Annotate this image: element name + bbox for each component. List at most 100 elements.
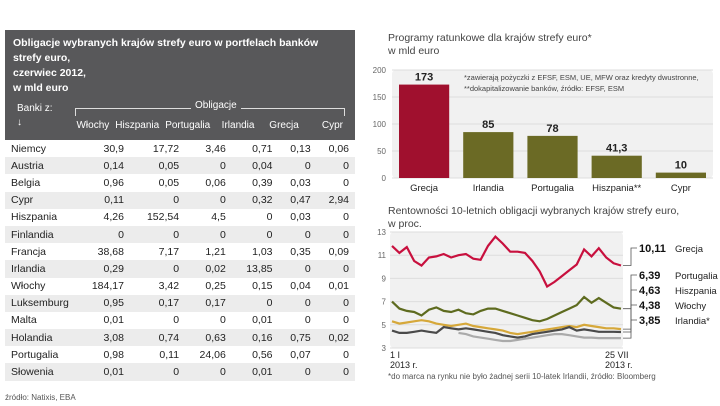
table-cell: 30,9: [103, 142, 124, 155]
table-cell: 0: [129, 225, 186, 244]
table-cell: 7,17: [158, 245, 180, 258]
column-header-3: Irlandia: [221, 120, 255, 131]
series-line: [391, 234, 622, 289]
table-cell: 3,42: [158, 280, 180, 293]
x-tick-label: 1 I: [390, 350, 400, 360]
table-cell: 0: [316, 260, 355, 278]
table-cell: 0,16: [231, 329, 279, 347]
table-cell: 0,56: [252, 348, 273, 361]
table-cell: 0: [231, 225, 279, 244]
leader-line: [623, 247, 637, 266]
row-label: Belgia: [11, 176, 41, 189]
x-tick-label: 25 VII: [605, 350, 629, 360]
y-tick-label: 9: [382, 274, 387, 283]
table-cell: 0: [74, 225, 130, 244]
table-cell: 0: [316, 294, 355, 312]
y-tick-label: 150: [373, 93, 387, 102]
table-row: Włochy 184,17 3,42 0,25 0,15 0,04 0,01: [5, 278, 355, 295]
x-tick-label: 2013 r.: [605, 360, 633, 370]
table-title-line-2: czerwiec 2012,: [13, 67, 86, 79]
leader-line: [623, 319, 637, 339]
bar: [399, 84, 450, 178]
table-cell: 13,85: [231, 260, 279, 278]
table-cell: 0: [278, 294, 317, 312]
table-row: Finlandia 0 0 0 0 0 0: [5, 225, 355, 244]
table-cell: 0,04: [231, 157, 279, 175]
y-tick-label: 3: [382, 344, 387, 353]
table-row: Słowenia 0,01 0 0 0,01 0 0: [5, 363, 355, 381]
table-cell: 0: [185, 225, 232, 244]
table-cell: 0,11: [159, 348, 180, 361]
table-cell: 0: [266, 211, 273, 224]
table-cell: 0,11: [74, 191, 130, 209]
category-label: Irlandia: [473, 183, 505, 194]
table-cell: 0,02: [316, 329, 355, 347]
series-last-value: 4,63: [639, 285, 660, 297]
row-label: Portugalia: [11, 348, 59, 361]
column-labels: Włochy Hiszpania Portugalia Irlandia Grecja C…: [71, 120, 349, 131]
row-label: Włochy: [11, 280, 46, 293]
table-cell: 0: [219, 314, 226, 327]
bar-chart: 0 50 100 150 200 173 Grecja 85 Irlandia 78 Portuga…: [373, 66, 713, 194]
row-label: Słowenia: [5, 363, 75, 381]
table-row: Cypr 0,11 0 0 0,32 0,47 2,94: [5, 191, 355, 209]
leader-line: [623, 304, 637, 333]
row-label: Luksemburg: [5, 294, 75, 312]
table-cell: 0,15: [252, 280, 273, 293]
bar-value-label: 41,3: [606, 143, 627, 155]
table-cell: 0,09: [328, 245, 349, 258]
table-cell: 0,01: [231, 363, 279, 381]
table-cell: 0: [129, 260, 186, 278]
table-cell: 0,01: [103, 314, 124, 327]
table-cell: 24,06: [199, 348, 226, 361]
series-last-value: 6,39: [639, 270, 660, 282]
table-cell: 0,01: [328, 280, 349, 293]
y-tick-label: 50: [377, 147, 386, 156]
table-cell: 0,25: [205, 280, 226, 293]
table-cell: 0: [278, 157, 317, 175]
table-cell: 0: [316, 157, 355, 175]
line-chart-title: Rentowności 10-letnich obligacji wybrany…: [388, 205, 679, 231]
row-label: Holandia: [5, 329, 75, 347]
table-cell: 0: [343, 176, 349, 189]
row-label: Malta: [11, 314, 37, 327]
category-label: Cypr: [671, 183, 691, 194]
table-cell: 0,13: [290, 142, 311, 155]
table-row: Holandia 3,08 0,74 0,63 0,16 0,75 0,02: [5, 329, 355, 347]
table-cell: 0,01: [74, 363, 130, 381]
table-cell: 0,05: [158, 176, 180, 189]
table-title-line-1: Obligacje wybranych krajów strefy euro w…: [13, 37, 319, 64]
table-cell: 0: [173, 314, 180, 327]
table-cell: 184,17: [91, 280, 124, 293]
table-cell: 0: [278, 260, 317, 278]
table-cell: 0,39: [252, 176, 273, 189]
line-chart-subtitle: w proc.: [388, 218, 422, 230]
series-line: [391, 295, 622, 323]
bar-chart-subtitle: w mld euro: [388, 45, 440, 57]
bar-value-label: 78: [546, 123, 558, 135]
series-name: Włochy: [675, 301, 706, 312]
table-row: Irlandia 0,29 0 0,02 13,85 0 0: [5, 260, 355, 278]
table-row: Portugalia 0,98 0,11 24,06 0,56 0,07 0: [5, 346, 355, 363]
line-chart-title-text: Rentowności 10-letnich obligacji wybrany…: [388, 205, 680, 217]
table-cell: 0,04: [290, 280, 311, 293]
bar: [527, 135, 578, 178]
table-cell: 0: [278, 225, 317, 244]
series-line: [458, 331, 621, 343]
table-cell: 0: [304, 314, 311, 327]
series-last-value: 10,11: [639, 243, 666, 255]
chart-note: *zawierają pożyczki z EFSF, ESM, UE, MFW…: [464, 73, 699, 82]
row-header-text: Banki z:: [17, 103, 53, 114]
bar-chart-title: Programy ratunkowe dla krajów strefy eur…: [388, 32, 592, 58]
y-tick-label: 11: [378, 251, 387, 260]
column-header-5: Cypr: [321, 120, 344, 131]
series-name: Hiszpania: [675, 286, 717, 297]
bar-value-label: 85: [482, 119, 494, 131]
table-cell: 0,17: [129, 294, 186, 312]
table-cell: 0,03: [290, 176, 311, 189]
line-chart-note: *do marca na rynku nie było żadnej serii…: [388, 372, 656, 381]
x-tick-label: 2013 r.: [390, 360, 418, 370]
table-cell: 0: [185, 363, 232, 381]
table-cell: 0,98: [103, 348, 124, 361]
table-cell: 17,72: [152, 142, 180, 155]
